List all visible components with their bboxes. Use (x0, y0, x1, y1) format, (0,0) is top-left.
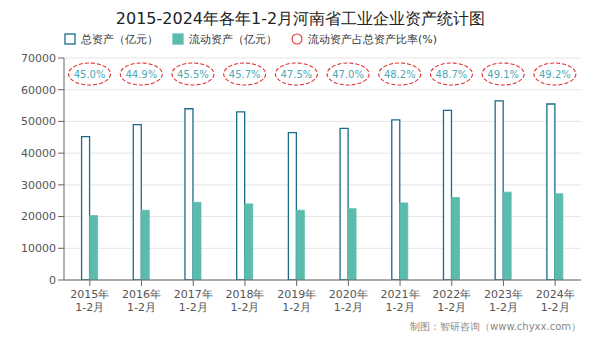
svg-text:2018年1-2月: 2018年1-2月 (225, 288, 264, 314)
svg-text:2022年1-2月: 2022年1-2月 (432, 288, 471, 314)
svg-text:0: 0 (49, 274, 56, 287)
html-text:流动资产（亿元）: 流动资产（亿元） (189, 32, 277, 46)
svg-text:48.7%: 48.7% (436, 69, 468, 80)
svg-text:45.5%: 45.5% (177, 69, 209, 80)
svg-text:47.5%: 47.5% (280, 69, 312, 80)
svg-text:49.2%: 49.2% (539, 69, 571, 80)
svg-text:20000: 20000 (21, 210, 56, 223)
svg-text:2019年1-2月: 2019年1-2月 (277, 288, 316, 314)
svg-text:2021年1-2月: 2021年1-2月 (381, 288, 420, 314)
svg-text:2016年1-2月: 2016年1-2月 (122, 288, 161, 314)
svg-text:2023年1-2月: 2023年1-2月 (484, 288, 523, 314)
svg-text:70000: 70000 (21, 52, 56, 65)
svg-text:30000: 30000 (21, 179, 56, 192)
svg-text:2020年1-2月: 2020年1-2月 (329, 288, 368, 314)
svg-text:45.7%: 45.7% (229, 69, 261, 80)
svg-text:47.0%: 47.0% (332, 69, 364, 80)
svg-text:60000: 60000 (21, 84, 56, 97)
svg-text:2024年1-2月: 2024年1-2月 (536, 288, 575, 314)
svg-text:2015年1-2月: 2015年1-2月 (70, 288, 109, 314)
svg-text:45.0%: 45.0% (74, 69, 106, 80)
svg-text:10000: 10000 (21, 242, 56, 255)
svg-text:50000: 50000 (21, 115, 56, 128)
svg-text:49.1%: 49.1% (487, 69, 519, 80)
svg-text:40000: 40000 (21, 147, 56, 160)
svg-text:48.2%: 48.2% (384, 69, 416, 80)
svg-text:44.9%: 44.9% (125, 69, 157, 80)
html-text:流动资产占总资产比率(%): 流动资产占总资产比率(%) (308, 32, 437, 46)
html-text:总资产（亿元）: 总资产（亿元） (81, 32, 158, 46)
svg-text:2017年1-2月: 2017年1-2月 (174, 288, 213, 314)
html-text:制图：智研咨询（www.chyxx.com）: 制图：智研咨询（www.chyxx.com） (410, 321, 581, 332)
html-text:2015-2024年各年1-2月河南省工业企业资产统计图: 2015-2024年各年1-2月河南省工业企业资产统计图 (115, 9, 486, 28)
